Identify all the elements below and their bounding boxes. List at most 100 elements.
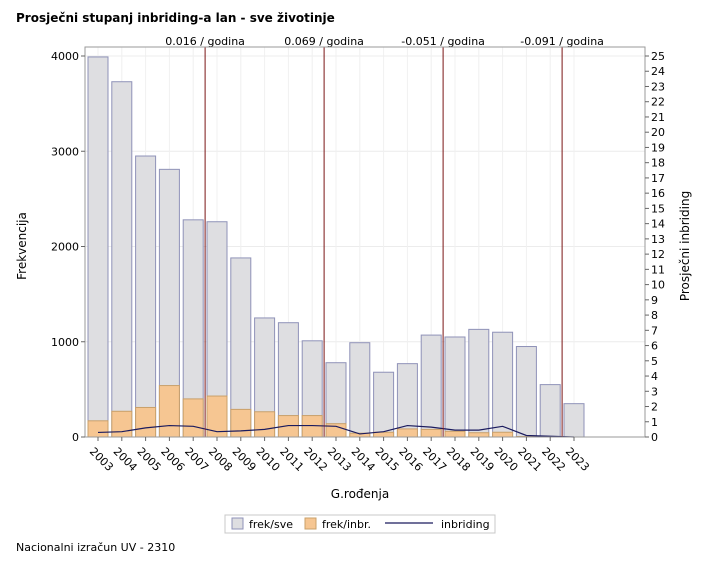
x-tick-label: 2022 [539,445,568,474]
x-tick-label: 2009 [230,445,259,474]
y2-tick-label: 6 [651,340,658,353]
x-tick-label: 2005 [134,445,163,474]
legend: frek/sve frek/inbr. inbriding [224,514,496,534]
x-tick-label: 2023 [563,445,592,474]
bar-frek-inbr [492,431,514,438]
y2-tick-label: 20 [651,126,665,139]
bar-frek-inbr [135,406,157,438]
footer-note: Nacionalni izračun UV - 2310 [16,541,176,554]
y2-tick-label: 23 [651,80,665,93]
bar-frek-inbr [444,430,466,438]
x-tick-label: 2015 [372,445,401,474]
bar-frek-sve [539,384,561,438]
line-inbriding [97,424,575,438]
reference-line-label: 0.069 / godina [284,35,364,48]
legend-box [224,514,496,534]
y2-tick-label: 5 [651,355,658,368]
bar-frek-sve [563,403,585,438]
bar-frek-sve [420,334,442,438]
x-tick-label: 2011 [277,445,306,474]
bar-frek-sve [492,331,514,438]
x-tick-label: 2013 [325,445,354,474]
bar-frek-inbr [158,385,180,438]
bar-frek-sve [468,328,490,438]
y2-tick-label: 9 [651,294,658,307]
y-tick-label: 2000 [51,241,79,254]
y2-tick-label: 15 [651,202,665,215]
y2-tick-label: 19 [651,141,665,154]
bars-frek-inbr [87,385,537,438]
y2-tick-label: 8 [651,309,658,322]
y-tick-label: 0 [72,431,79,444]
y2-tick-label: 12 [651,248,665,261]
x-tick-label: 2017 [420,445,449,474]
y2-tick-label: 17 [651,172,665,185]
plot-frame [84,46,646,438]
x-tick-label: 2008 [206,445,235,474]
bar-frek-inbr [87,420,109,438]
y2-tick-label: 1 [651,416,658,429]
y2-tick-label: 25 [651,50,665,63]
bar-frek-sve [111,81,133,438]
y2-tick-label: 14 [651,218,665,231]
x-tick-label: 2018 [444,445,473,474]
bars-frek-sve [87,56,585,438]
bar-frek-sve [373,371,395,438]
y2-tick-label: 13 [651,233,665,246]
bar-frek-inbr [254,411,276,438]
legend-label-inbriding: inbriding [441,518,490,531]
chart-title: Prosječni stupanj inbriding-a lan - sve … [16,11,335,25]
legend-label-frek-inbr: frek/inbr. [322,518,371,531]
y2-tick-label: 11 [651,263,665,276]
y-axis-label: Frekvencija [15,212,29,280]
x-tick-label: 2016 [396,445,425,474]
x-tick-label: 2006 [158,445,187,474]
bar-frek-sve [135,155,157,438]
reference-line-label: -0.091 / godina [520,35,604,48]
legend-label-frek-sve: frek/sve [249,518,293,531]
y-tick-label: 4000 [51,50,79,63]
bar-frek-inbr [111,410,133,438]
legend-swatch-frek-sve [231,517,244,530]
y-tick-label: 3000 [51,145,79,158]
y2-tick-label: 3 [651,385,658,398]
x-axis-label: G.rođenja [331,487,389,501]
x-tick-label: 2003 [87,445,116,474]
annotation-layer: 0.016 / godina 0.069 / godina -0.051 / god… [165,35,604,437]
y2-tick-label: 24 [651,65,665,78]
y2-tick-label: 22 [651,96,665,109]
y2-tick-label: 21 [651,111,665,124]
legend-swatch-frek-inbr [304,517,317,530]
bar-frek-inbr [468,432,490,438]
x-tick-label: 2012 [301,445,330,474]
bar-frek-sve [87,56,109,438]
bar-frek-inbr [396,428,418,438]
x-tick-label: 2019 [468,445,497,474]
bar-frek-inbr [420,428,442,438]
y2-axis-label: Prosječni inbriding [678,191,692,301]
y-tick-label: 1000 [51,336,79,349]
x-tick-label: 2021 [515,445,544,474]
y2-tick-label: 0 [651,431,658,444]
reference-line-label: -0.051 / godina [401,35,485,48]
inbriding-line-layer [97,424,575,438]
y2-tick-label: 10 [651,279,665,292]
x-tick-label: 2004 [111,445,140,474]
bar-frek-inbr [182,398,204,438]
bar-frek-sve [515,346,537,438]
bar-frek-inbr [230,408,252,438]
bar-frek-inbr [373,431,395,438]
x-tick-label: 2014 [349,445,378,474]
x-tick-label: 2007 [182,445,211,474]
y2-tick-label: 4 [651,370,658,383]
y2-tick-label: 2 [651,401,658,414]
x-tick-label: 2020 [491,445,520,474]
y2-tick-label: 7 [651,324,658,337]
y2-tick-label: 18 [651,157,665,170]
bar-frek-sve [349,342,371,438]
x-tick-label: 2010 [253,445,282,474]
y2-tick-label: 16 [651,187,665,200]
bar-frek-sve [444,336,466,438]
reference-line-label: 0.016 / godina [165,35,245,48]
